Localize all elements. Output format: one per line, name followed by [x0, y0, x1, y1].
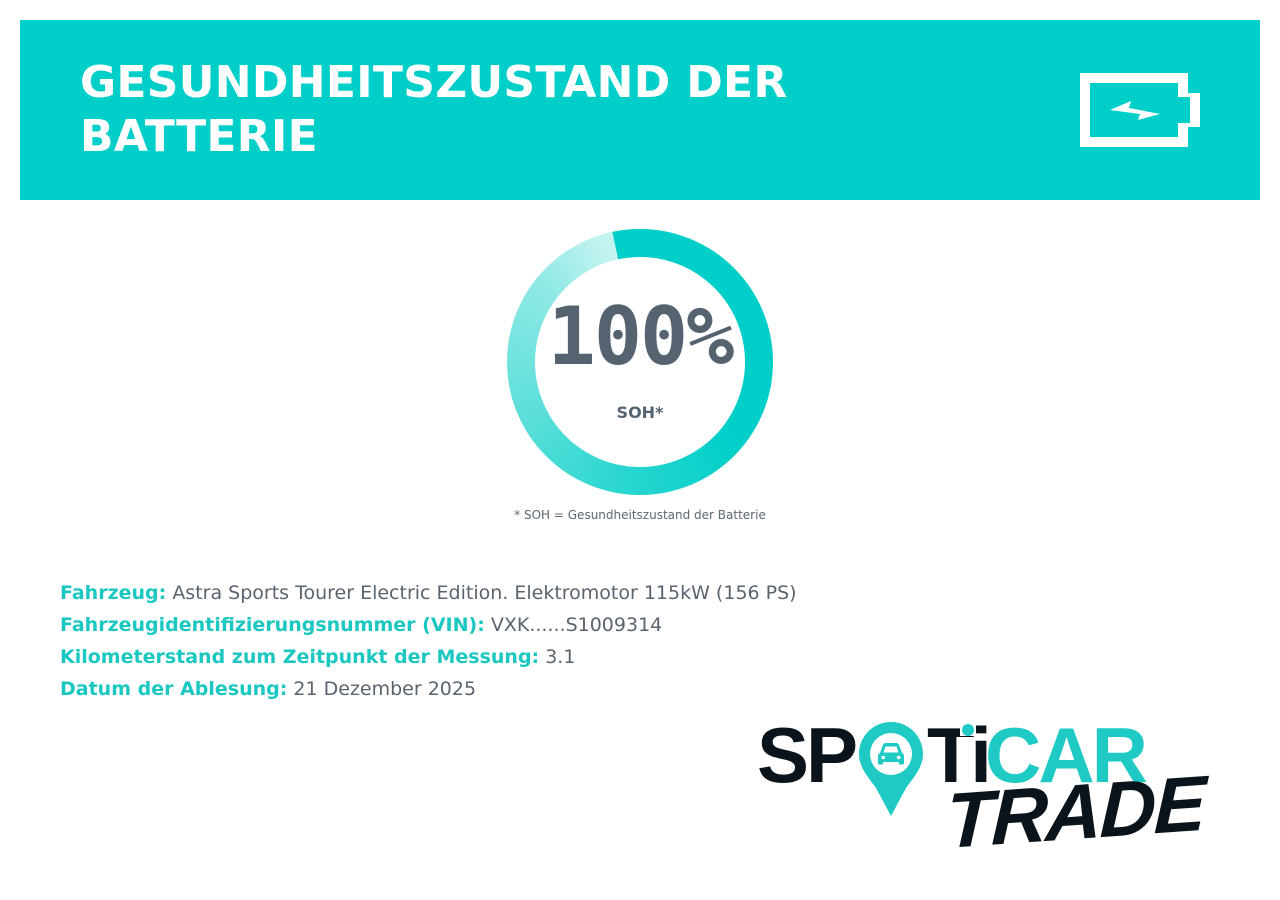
logo-text-car: CAR — [985, 711, 1148, 799]
soh-footnote: * SOH = Gesundheitszustand der Batterie — [514, 508, 766, 522]
info-label: Fahrzeugidentifizierungsnummer (VIN): — [60, 614, 485, 636]
spoticar-trade-logo: SP Ti CAR TRADE — [755, 711, 1206, 870]
info-row-mileage: Kilometerstand zum Zeitpunkt der Messung… — [60, 641, 1240, 673]
info-row-vin: Fahrzeugidentifizierungsnummer (VIN): VX… — [60, 609, 1240, 641]
info-value: VXK......S1009314 — [490, 614, 663, 636]
soh-gauge: 100% SOH* — [507, 229, 773, 495]
info-label: Kilometerstand zum Zeitpunkt der Messung… — [60, 646, 540, 668]
logo-text-trade: TRADE — [944, 758, 1206, 866]
info-row-date: Datum der Ablesung: 21 Dezember 2025 — [60, 673, 1240, 705]
report-header: GESUNDHEITSZUSTAND DER BATTERIE — [20, 20, 1260, 200]
info-label: Fahrzeug: — [60, 582, 167, 604]
battery-charging-icon — [1080, 73, 1200, 147]
vehicle-info: Fahrzeug: Astra Sports Tourer Electric E… — [60, 577, 1240, 705]
page-title: GESUNDHEITSZUSTAND DER BATTERIE — [80, 57, 788, 162]
info-value: 21 Dezember 2025 — [293, 678, 477, 700]
map-pin-car-icon — [859, 722, 923, 816]
info-value: Astra Sports Tourer Electric Edition. El… — [172, 582, 797, 604]
logo-i-dot-icon — [960, 722, 976, 736]
info-row-vehicle: Fahrzeug: Astra Sports Tourer Electric E… — [60, 577, 1240, 609]
logo-text-sp: SP — [757, 711, 858, 799]
info-value: 3.1 — [545, 646, 576, 668]
logo-text-ti: Ti — [927, 711, 992, 799]
soh-value: 100% — [547, 290, 735, 383]
info-label: Datum der Ablesung: — [60, 678, 288, 700]
gauge-center — [535, 257, 745, 467]
soh-label: SOH* — [616, 403, 664, 422]
